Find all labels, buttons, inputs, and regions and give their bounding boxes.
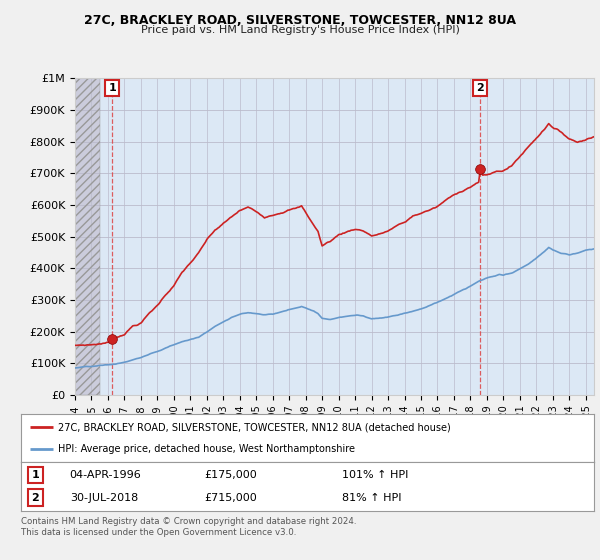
Text: £715,000: £715,000 [205,493,257,502]
Text: 04-APR-1996: 04-APR-1996 [70,470,142,480]
Text: 101% ↑ HPI: 101% ↑ HPI [342,470,408,480]
Text: 27C, BRACKLEY ROAD, SILVERSTONE, TOWCESTER, NN12 8UA: 27C, BRACKLEY ROAD, SILVERSTONE, TOWCEST… [84,14,516,27]
Text: 81% ↑ HPI: 81% ↑ HPI [342,493,401,502]
Text: 1: 1 [108,83,116,93]
Text: 2: 2 [476,83,484,93]
Text: 27C, BRACKLEY ROAD, SILVERSTONE, TOWCESTER, NN12 8UA (detached house): 27C, BRACKLEY ROAD, SILVERSTONE, TOWCEST… [58,422,451,432]
Text: HPI: Average price, detached house, West Northamptonshire: HPI: Average price, detached house, West… [58,444,355,454]
Bar [75,78,100,395]
Text: Contains HM Land Registry data © Crown copyright and database right 2024.
This d: Contains HM Land Registry data © Crown c… [21,517,356,537]
Text: 30-JUL-2018: 30-JUL-2018 [70,493,138,502]
Text: £175,000: £175,000 [205,470,257,480]
Text: 1: 1 [31,470,39,480]
Bar [75,78,100,395]
Text: 2: 2 [31,493,39,502]
Text: Price paid vs. HM Land Registry's House Price Index (HPI): Price paid vs. HM Land Registry's House … [140,25,460,35]
